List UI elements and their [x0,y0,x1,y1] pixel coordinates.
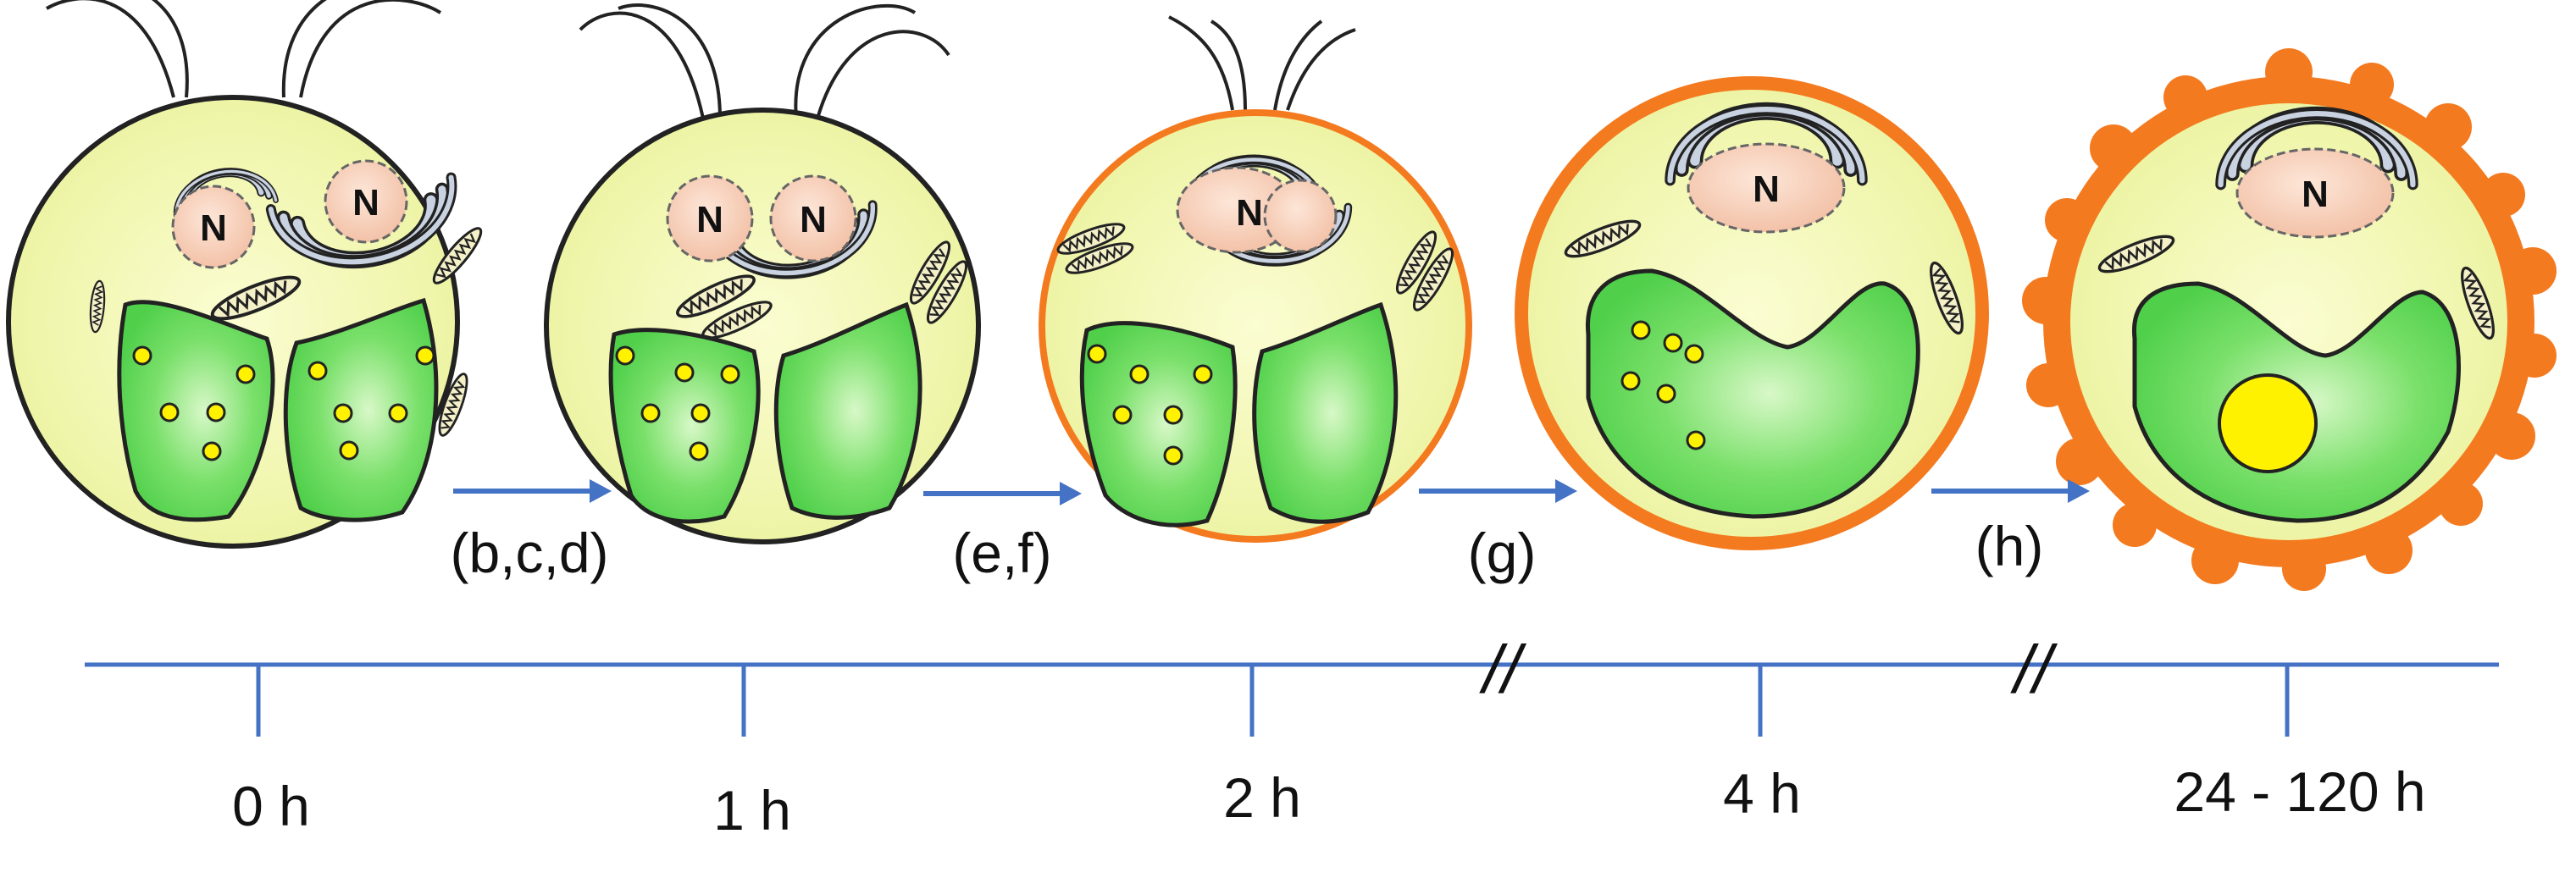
step-label: (h) [1975,515,2044,577]
nucleus [324,159,408,244]
nucleus [666,174,754,262]
chloroplast [283,297,439,522]
step-arrows [453,479,2090,505]
nucleus-label: N [200,207,227,249]
arrow-step-2 [923,482,1082,505]
nucleus-label: N [1753,168,1780,210]
step-label: (g) [1468,522,1537,584]
flagella [1168,15,1356,111]
cell-wall-bumps [2022,48,2557,591]
nucleus-label: N [800,199,827,240]
time-label: 2 h [1223,766,1301,829]
axis-break: // [2010,632,2058,707]
arrow-step-3 [1419,479,1577,503]
nucleus [2235,147,2395,239]
nucleus-label: N [2302,174,2329,215]
flagella [46,0,442,98]
starch-grains [615,345,740,461]
step-label: (b,c,d) [450,522,608,584]
starch-granule [2218,373,2318,473]
nucleus [769,174,857,262]
chloroplast [1585,268,1920,519]
starch-grains [1620,320,1706,450]
flagella [579,3,950,119]
cell-4h: N [1515,76,1989,550]
nucleus-label: N [1236,192,1263,234]
cell-1h: N N [544,3,981,544]
chloroplast [117,300,275,522]
cell-2h: N [1039,15,1472,543]
nucleus [1263,179,1338,253]
chloroplast [773,301,922,520]
starch-grains [1087,344,1213,466]
nucleus-label: N [696,199,723,240]
arrow-step-4 [1931,479,2090,503]
cell-24-120h: N [2022,48,2557,591]
nucleus-label: N [352,182,379,224]
time-label: 24 - 120 h [2174,760,2425,823]
time-label: 4 h [1723,762,1801,825]
nucleus [1687,142,1846,234]
step-label: (e,f) [952,522,1051,584]
axis-break: // [1479,632,1527,707]
nucleus [171,185,256,269]
timeline: // // 0 h 1 h 2 h 4 h 24 - 120 h [85,632,2499,842]
time-label: 1 h [713,779,791,842]
arrow-step-1 [453,479,612,503]
time-label: 0 h [232,775,310,837]
chloroplast [1252,301,1399,524]
cell-0h: N N [6,0,489,549]
starch-grains [132,345,435,461]
